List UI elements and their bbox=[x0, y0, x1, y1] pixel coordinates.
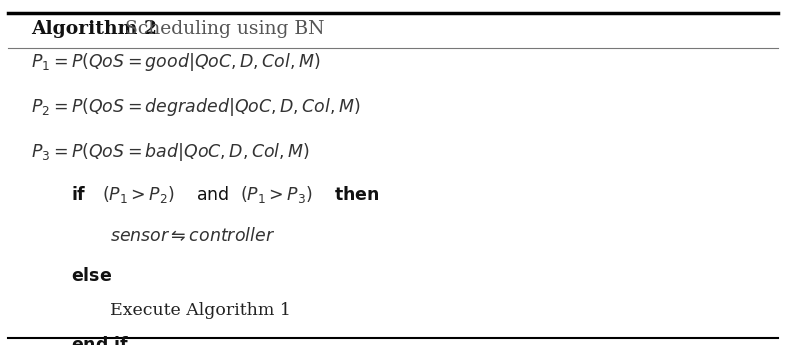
Text: $\mathbf{if}$: $\mathbf{if}$ bbox=[71, 186, 86, 204]
Text: $\mathbf{end\ if}$: $\mathbf{end\ if}$ bbox=[71, 336, 129, 345]
Text: $(P_1 > P_2)$: $(P_1 > P_2)$ bbox=[102, 185, 175, 205]
Text: Scheduling using BN: Scheduling using BN bbox=[119, 20, 325, 38]
Text: $P_1 = P(QoS = good|QoC, D, Col, M)$: $P_1 = P(QoS = good|QoC, D, Col, M)$ bbox=[31, 51, 321, 73]
Text: $\mathbf{else}$: $\mathbf{else}$ bbox=[71, 267, 112, 285]
Text: $sensor \leftrightharpoons controller$: $sensor \leftrightharpoons controller$ bbox=[110, 227, 275, 245]
Text: Algorithm 2: Algorithm 2 bbox=[31, 20, 157, 38]
Text: $P_3 = P(QoS = bad|QoC, D, Col, M)$: $P_3 = P(QoS = bad|QoC, D, Col, M)$ bbox=[31, 141, 310, 163]
Text: Execute Algorithm 1: Execute Algorithm 1 bbox=[110, 302, 291, 319]
Text: $\mathrm{and}$: $\mathrm{and}$ bbox=[196, 186, 230, 204]
Text: $\mathbf{then}$: $\mathbf{then}$ bbox=[334, 186, 380, 204]
Text: $P_2 = P(QoS = degraded|QoC, D, Col, M)$: $P_2 = P(QoS = degraded|QoC, D, Col, M)$ bbox=[31, 96, 361, 118]
Text: $(P_1 > P_3)$: $(P_1 > P_3)$ bbox=[240, 185, 313, 205]
